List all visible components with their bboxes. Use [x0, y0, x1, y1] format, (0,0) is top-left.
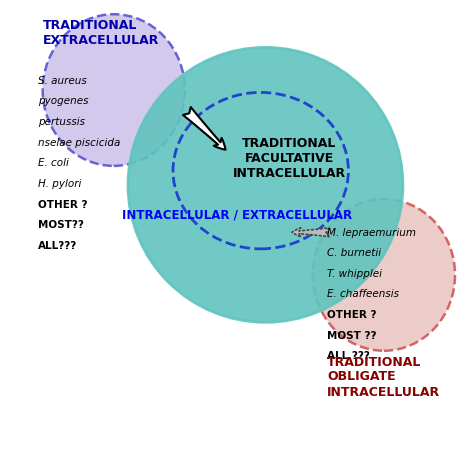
Text: E. coli: E. coli: [38, 158, 69, 168]
Text: OTHER ?: OTHER ?: [38, 200, 87, 210]
Text: ALL ???: ALL ???: [327, 351, 370, 361]
Text: T. whipplei: T. whipplei: [327, 269, 382, 279]
Text: pertussis: pertussis: [38, 117, 85, 127]
Text: MOST??: MOST??: [38, 220, 84, 230]
Text: INTRACELLULAR / EXTRACELLULAR: INTRACELLULAR / EXTRACELLULAR: [122, 209, 352, 221]
Text: OTHER ?: OTHER ?: [327, 310, 376, 320]
Text: H. pylori: H. pylori: [38, 179, 82, 189]
Text: TRADITIONAL
EXTRACELLULAR: TRADITIONAL EXTRACELLULAR: [43, 19, 159, 47]
Circle shape: [128, 47, 403, 322]
Text: ALL???: ALL???: [38, 241, 77, 251]
Text: MOST ??: MOST ??: [327, 330, 376, 341]
Text: nselae piscicida: nselae piscicida: [38, 138, 120, 148]
Text: TRADITIONAL
OBLIGATE
INTRACELLULAR: TRADITIONAL OBLIGATE INTRACELLULAR: [327, 356, 440, 399]
Text: TRADITIONAL
FACULTATIVE
INTRACELLULAR: TRADITIONAL FACULTATIVE INTRACELLULAR: [233, 137, 346, 181]
Text: C. burnetii: C. burnetii: [327, 248, 381, 258]
Ellipse shape: [313, 199, 455, 351]
Text: M. lepraemurium: M. lepraemurium: [327, 228, 416, 237]
Text: pyogenes: pyogenes: [38, 97, 89, 107]
Text: E. chaffeensis: E. chaffeensis: [327, 289, 399, 300]
Text: S. aureus: S. aureus: [38, 76, 87, 86]
Ellipse shape: [43, 14, 185, 166]
